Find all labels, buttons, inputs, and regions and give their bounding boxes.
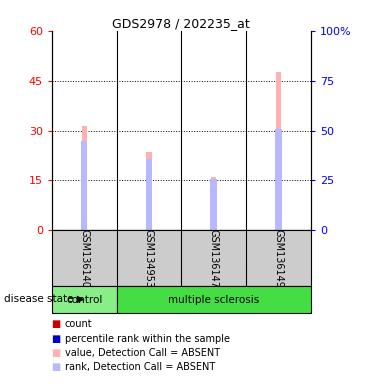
- Bar: [146, 159, 152, 230]
- Bar: [211, 179, 217, 230]
- Text: ■: ■: [51, 348, 60, 358]
- Bar: [117, 286, 311, 313]
- Text: ■: ■: [51, 362, 60, 372]
- Text: count: count: [65, 319, 92, 329]
- Text: GSM136147: GSM136147: [209, 229, 219, 288]
- Bar: [52, 286, 117, 313]
- Bar: [211, 177, 216, 230]
- Text: GSM134953: GSM134953: [144, 229, 154, 288]
- Text: value, Detection Call = ABSENT: value, Detection Call = ABSENT: [65, 348, 220, 358]
- Title: GDS2978 / 202235_at: GDS2978 / 202235_at: [112, 17, 250, 30]
- Bar: [82, 126, 87, 230]
- Text: disease state ▶: disease state ▶: [4, 294, 84, 304]
- Bar: [81, 141, 87, 230]
- Bar: [276, 72, 281, 230]
- Text: control: control: [66, 295, 102, 305]
- Text: GSM136140: GSM136140: [79, 229, 89, 288]
- Bar: [147, 152, 152, 230]
- Text: multiple sclerosis: multiple sclerosis: [168, 295, 259, 305]
- Text: GSM136149: GSM136149: [273, 229, 283, 288]
- Text: ■: ■: [51, 319, 60, 329]
- Text: rank, Detection Call = ABSENT: rank, Detection Call = ABSENT: [65, 362, 215, 372]
- Bar: [275, 129, 282, 230]
- Text: ■: ■: [51, 334, 60, 344]
- Text: percentile rank within the sample: percentile rank within the sample: [65, 334, 230, 344]
